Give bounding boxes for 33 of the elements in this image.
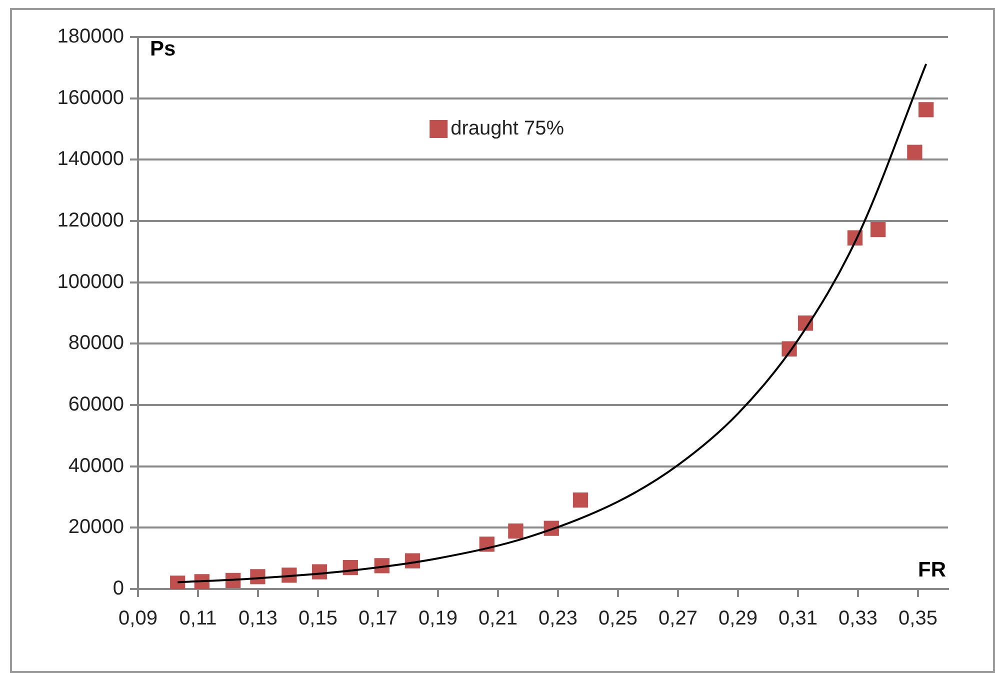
y-tick-label: 80000 [68, 332, 124, 354]
x-tick-label: 0,19 [418, 608, 458, 630]
x-tick-label: 0,29 [718, 608, 758, 630]
x-tick-label: 0,35 [898, 608, 938, 630]
point [572, 492, 588, 508]
x-tick-label: 0,23 [538, 608, 578, 630]
y-tick-label: 0 [112, 578, 124, 600]
x-tick-label: 0,13 [238, 608, 278, 630]
y-tick-label: 100000 [57, 270, 124, 293]
x-tick-label: 0,21 [478, 608, 518, 630]
y-tick-label: 180000 [57, 26, 124, 48]
legend-label: draught 75% [450, 118, 564, 140]
point [170, 576, 186, 589]
x-tick-label: 0,31 [778, 608, 818, 630]
x-tick-label: 0,33 [838, 608, 878, 630]
x-tick-label: 0,25 [598, 608, 638, 630]
x-tick-label: 0,15 [298, 608, 338, 630]
point [918, 102, 934, 118]
x-axis-title: FR [918, 558, 946, 582]
y-axis-title: Ps [150, 37, 176, 60]
y-tick-label: 140000 [57, 148, 124, 170]
x-tick-label: 0,17 [358, 608, 398, 630]
x-tick-label: 0,27 [658, 608, 698, 630]
y-tick-label: 160000 [57, 86, 124, 109]
point [907, 144, 922, 160]
point [870, 222, 886, 238]
y-tick-label: 40000 [68, 454, 124, 477]
x-tick-label: 0,09 [118, 608, 158, 630]
x-tick-label: 0,11 [179, 608, 217, 630]
point [508, 523, 524, 539]
y-tick-label: 120000 [57, 210, 124, 232]
y-tick-label: 20000 [68, 516, 124, 538]
y-tick-label: 60000 [68, 394, 124, 416]
